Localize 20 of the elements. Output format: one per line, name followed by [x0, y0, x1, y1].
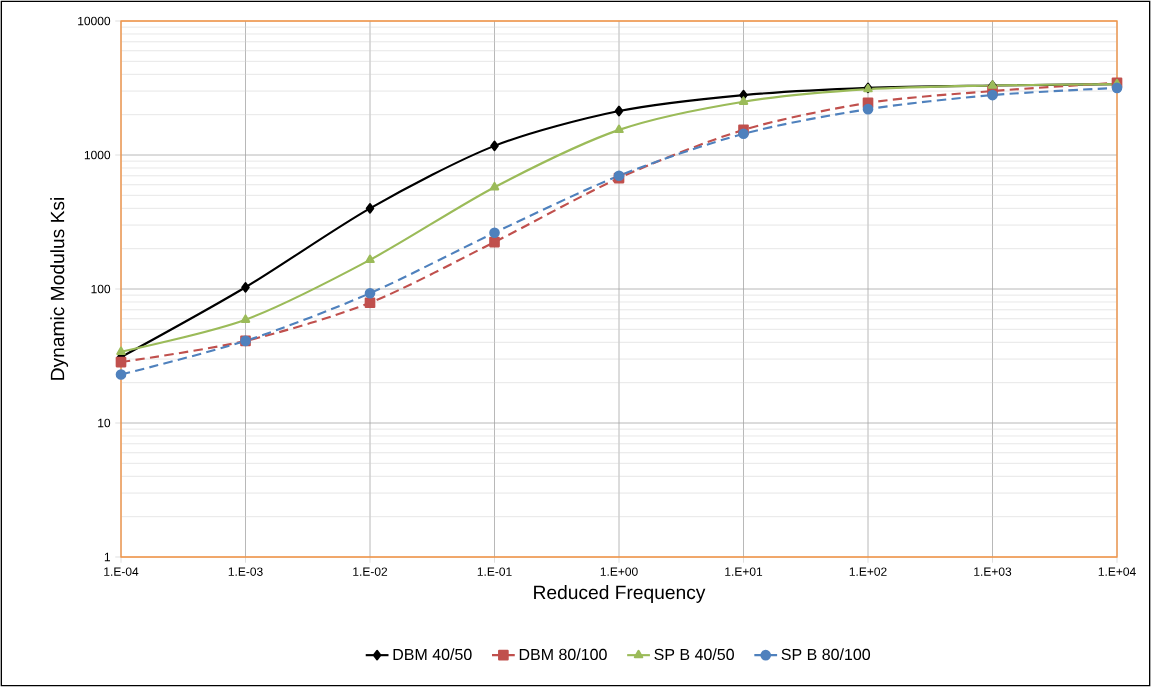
y-axis-title: Dynamic Modulus Ksi: [50, 198, 69, 380]
legend-label: DBM 80/100: [519, 648, 607, 661]
x-tick-label: 1.E-04: [104, 567, 139, 576]
x-tick-label: 1.E+03: [974, 567, 1012, 576]
legend-label: SP B 40/50: [654, 648, 734, 661]
x-tick-label: 1.E-02: [353, 567, 388, 576]
legend-label: SP B 80/100: [781, 648, 871, 661]
x-tick-label: 1.E+01: [725, 567, 763, 576]
x-tick-label: 1.E+04: [1098, 567, 1136, 576]
x-tick-label: 1.E+02: [849, 567, 887, 576]
y-tick-label: 100: [91, 284, 111, 294]
legend-label: DBM 40/50: [393, 648, 472, 661]
y-tick-label: 10: [98, 418, 111, 428]
y-tick-label: 1: [104, 552, 111, 562]
x-tick-label: 1.E+00: [600, 567, 638, 576]
x-tick-label: 1.E-03: [228, 567, 263, 576]
x-tick-label: 1.E-01: [477, 567, 512, 576]
y-tick-label: 1000: [84, 150, 111, 160]
x-axis-title: Reduced Frequency: [534, 585, 706, 603]
y-tick-label: 10000: [78, 16, 111, 26]
